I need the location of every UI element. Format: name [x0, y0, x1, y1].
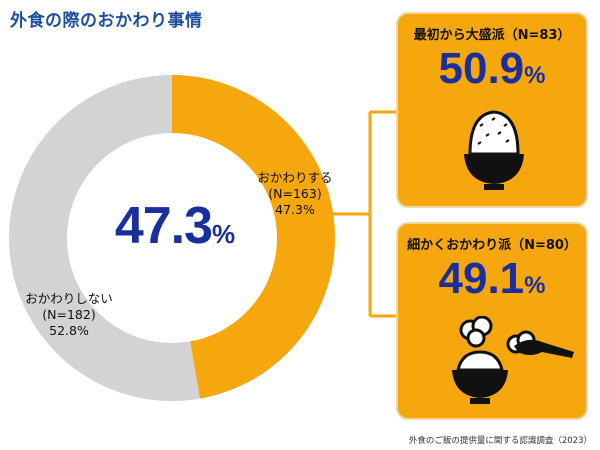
panel-okawari-unit: %: [524, 272, 546, 299]
panel-okawari-title: 細かくおかわり派（N=80）: [407, 238, 577, 253]
source-note: 外食のご飯の提供量に関する認識調査（2023）: [408, 436, 592, 446]
center-value: 47.3: [114, 197, 213, 255]
slice-label-no-pct: 52.8%: [49, 323, 89, 338]
slice-okawari-suru: [172, 75, 336, 399]
slice-label-no-name: おかわりしない: [25, 291, 113, 306]
center-percentage: 47.3%: [90, 196, 260, 256]
panel-oomori-percentage: 50.9%: [398, 44, 586, 94]
slice-label-yes-n: (N=163): [268, 186, 322, 201]
slice-label-no-n: (N=182): [42, 307, 96, 322]
slice-okawari-shinai: [9, 75, 200, 401]
connector-line: [330, 110, 398, 318]
panel-okawari: 細かくおかわり派（N=80） 49.1%: [396, 222, 588, 420]
slice-label-yes: おかわりする (N=163) 47.3%: [240, 170, 350, 218]
panel-oomori: 最初から大盛派（N=83） 50.9%: [396, 12, 588, 208]
panel-okawari-value: 49.1: [438, 254, 525, 303]
panel-oomori-title: 最初から大盛派（N=83）: [413, 28, 571, 43]
slice-label-no: おかわりしない (N=182) 52.8%: [10, 291, 128, 339]
center-unit: %: [212, 219, 236, 249]
panel-oomori-unit: %: [524, 62, 546, 89]
rice-bowl-with-spoon-icon: [452, 316, 574, 404]
rice-bowl-icon: [464, 110, 524, 190]
panel-oomori-value: 50.9: [438, 44, 525, 93]
slice-label-yes-name: おかわりする: [257, 170, 333, 185]
slice-label-yes-pct: 47.3%: [275, 202, 315, 217]
chart-title: 外食の際のおかわり事情: [10, 11, 203, 31]
panel-okawari-percentage: 49.1%: [398, 254, 586, 304]
